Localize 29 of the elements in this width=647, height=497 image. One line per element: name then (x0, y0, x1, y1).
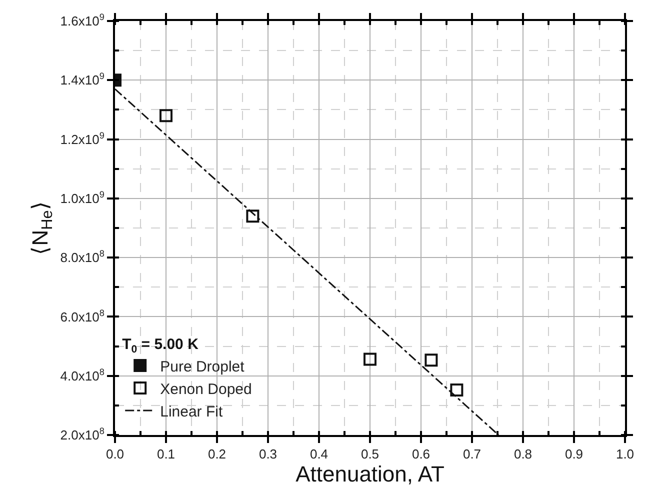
x-tick-label: 0.6 (412, 446, 430, 462)
y-tick-label: 1.6x10$^{9}$ (60, 12, 104, 29)
legend-label: Linear Fit (160, 403, 224, 420)
point (450, 384, 464, 397)
y-tick-label: 4.0x10$^{8}$ (60, 366, 104, 384)
point (424, 354, 438, 367)
x-tick-label: 0.4 (310, 446, 328, 462)
x-axis-title: Attenuation, AT (296, 462, 444, 487)
x-tick-label: 0.2 (208, 446, 226, 462)
x-tick-label: 0.5 (360, 446, 380, 462)
point (160, 109, 172, 122)
x-tick-label: 1.0 (616, 446, 634, 462)
legend-title: T$_{0}$ = 5.00 K (122, 336, 199, 356)
point (246, 210, 260, 223)
y-tick-label: 1.0x10$^{9}$ (60, 190, 104, 206)
point (364, 352, 376, 366)
x-tick-label: 0.1 (156, 446, 176, 462)
y-tick-label: 6.0x10$^{8}$ (60, 308, 104, 324)
y-tick-label: 1.2x10$^{9}$ (60, 130, 104, 147)
x-tick-label: 0.0 (106, 446, 124, 462)
x-tick-label: 0.7 (462, 446, 482, 462)
y-tick-label: 1.4x10$^{9}$ (60, 71, 104, 88)
x-tick-label: 0.9 (564, 446, 584, 462)
x-tick-label: 0.3 (258, 446, 278, 462)
y-tick-label: 8.0x10$^{8}$ (60, 248, 104, 266)
y-tick-label: 2.0x10$^{8}$ (60, 426, 104, 443)
x-tick-label: 0.8 (514, 446, 532, 462)
legend-label: Pure Droplet (160, 358, 246, 376)
legend-label: Xenon Doped (160, 380, 252, 398)
